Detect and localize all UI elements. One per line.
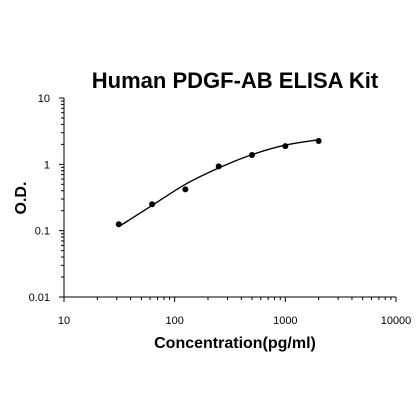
x-tick-label: 100 <box>165 315 183 327</box>
data-point <box>149 201 156 208</box>
x-tick-label: 10 <box>58 315 70 327</box>
y-tick-label: 0.01 <box>29 292 50 304</box>
fit-curve <box>118 139 319 228</box>
y-tick-label: 0.1 <box>35 226 50 238</box>
data-point <box>115 221 122 228</box>
x-tick-label: 10000 <box>381 315 412 327</box>
x-tick-label: 1000 <box>273 315 297 327</box>
y-axis-label: O.D. <box>13 182 30 215</box>
chart-title: Human PDGF-AB ELISA Kit <box>92 68 379 93</box>
data-point <box>182 186 189 193</box>
data-point <box>282 143 289 150</box>
y-tick-label: 1 <box>44 159 50 171</box>
data-point <box>249 152 256 159</box>
plot-area: 0.01 0.1 1 10 10 100 1000 10000 <box>29 93 412 327</box>
x-axis-label: Concentration(pg/ml) <box>154 335 316 352</box>
data-point <box>315 137 322 144</box>
y-tick-label: 10 <box>38 93 50 105</box>
data-point <box>215 163 222 170</box>
